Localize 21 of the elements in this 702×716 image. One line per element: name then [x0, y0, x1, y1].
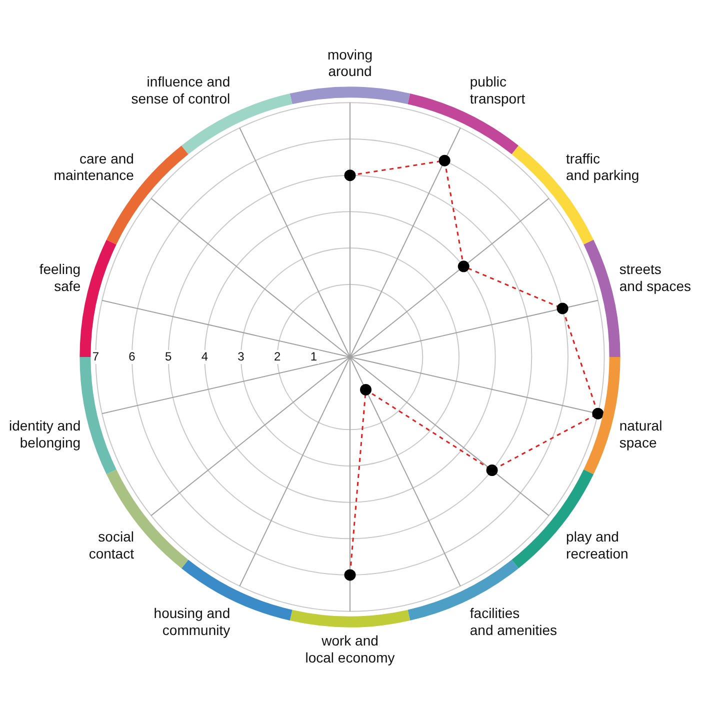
spoke-label: natural space — [619, 418, 662, 451]
spoke-label: streets and spaces — [619, 261, 692, 294]
spoke-label: care and maintenance — [54, 150, 134, 184]
spoke-label: feeling safe — [39, 261, 81, 294]
y-tick-label: 6 — [128, 349, 136, 364]
y-tick-label: 2 — [274, 349, 281, 364]
y-tick-label: 5 — [165, 349, 172, 364]
spoke-label: housing and community — [154, 605, 230, 638]
y-tick-label: 1 — [310, 349, 318, 364]
spoke-label: traffic and parking — [566, 150, 640, 184]
spoke-label: social contact — [88, 528, 134, 562]
spoke-label: play and recreation — [566, 528, 628, 562]
y-tick-label: 4 — [201, 349, 208, 364]
spoke-label: identity and belonging — [8, 418, 81, 451]
spoke-label: influence and sense of control — [131, 74, 230, 106]
spoke-label: public transport — [470, 74, 526, 106]
spoke-label: moving around — [327, 46, 373, 80]
spoke-label: work and local economy — [305, 632, 395, 666]
spoke-label: facilities and amenities — [470, 605, 558, 638]
y-tick-label: 7 — [92, 349, 100, 364]
y-tick-label: 3 — [238, 349, 245, 364]
